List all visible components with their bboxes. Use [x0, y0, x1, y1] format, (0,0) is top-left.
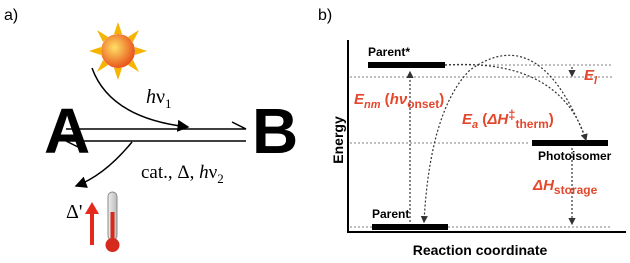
energy-level [368, 62, 445, 68]
transition-arrows [410, 55, 586, 224]
backward-label: cat., Δ, hν2 [141, 162, 224, 186]
panel-label: a) [4, 7, 18, 24]
state-label: Photoisomer [538, 149, 612, 163]
backward-arrow [66, 141, 246, 148]
energy-label: Enm (hνonset) [354, 91, 444, 111]
panel-label: b) [318, 7, 332, 24]
x-axis-label: Reaction coordinate [413, 242, 548, 258]
thermometer-icon [85, 192, 120, 252]
y-axis-label: Energy [330, 116, 346, 164]
state-label: Parent* [368, 45, 410, 59]
forward-arrow [66, 122, 246, 129]
energy-label: ΔHstorage [532, 177, 598, 197]
product: B [252, 95, 298, 167]
energy-label: El [584, 67, 598, 87]
sun-icon [89, 22, 147, 80]
energy-label: Ea (ΔH‡therm) [462, 107, 554, 131]
energy-level [532, 140, 608, 146]
forward-label: hν1 [146, 86, 172, 111]
energy-level [372, 224, 448, 230]
state-label: Parent [372, 207, 409, 221]
heat-label: Δ' [66, 201, 82, 223]
figure: a) A B hν1 cat., Δ, hν2 Δ' b) Energy Rea… [0, 0, 630, 263]
reactant: A [44, 95, 90, 167]
light-arrow [92, 68, 188, 127]
